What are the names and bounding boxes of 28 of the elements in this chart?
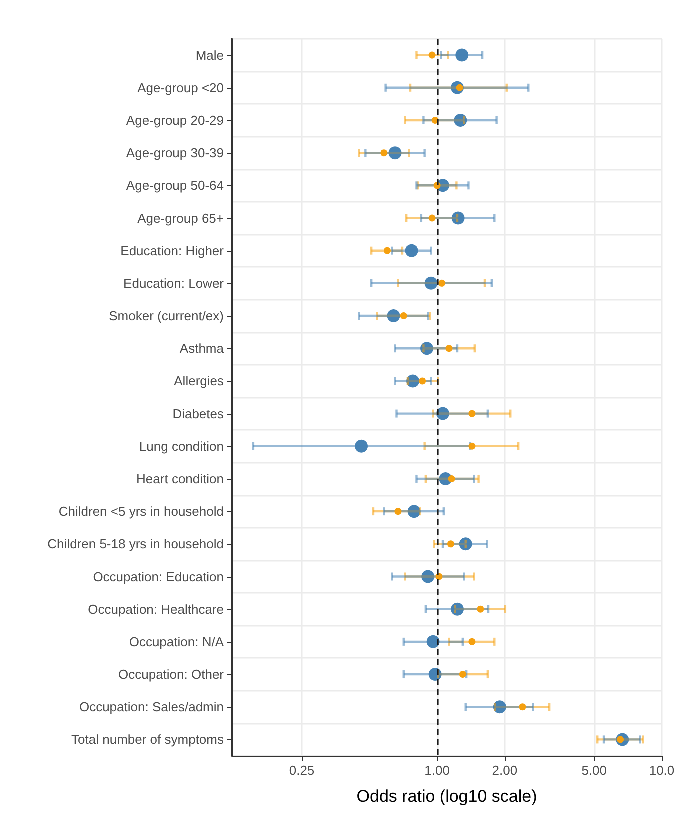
y-tick-label: Asthma xyxy=(180,341,225,356)
y-tick-label: Children <5 yrs in household xyxy=(58,504,224,520)
y-tick-label: Total number of symptoms xyxy=(72,732,224,748)
y-tick-label: Age-group 65+ xyxy=(138,210,224,226)
y-tick-label: Allergies xyxy=(174,374,224,389)
y-tick-label: Diabetes xyxy=(172,406,224,422)
y-tick-label: Age-group 30-39 xyxy=(126,146,224,161)
x-tick-label: 5.00 xyxy=(582,763,608,778)
y-tick-label: Occupation: Healthcare xyxy=(88,602,224,617)
y-tick-label: Children 5-18 yrs in household xyxy=(48,536,224,552)
y-tick-label: Education: Lower xyxy=(124,276,225,291)
x-tick-label: 0.25 xyxy=(289,763,315,778)
x-tick-label: 1.00 xyxy=(424,763,450,778)
y-tick-label: Education: Higher xyxy=(120,243,225,258)
y-tick-label: Occupation: Other xyxy=(118,667,225,682)
y-tick-label: Occupation: Sales/admin xyxy=(79,700,224,715)
y-tick-label: Occupation: N/A xyxy=(129,634,224,650)
x-tick-label: 10.0 xyxy=(649,763,675,778)
y-tick-label: Male xyxy=(196,48,224,63)
y-tick-label: Heart condition xyxy=(136,471,224,486)
x-axis-title: Odds ratio (log10 scale) xyxy=(356,787,538,806)
x-tick-label: 2.00 xyxy=(492,763,518,778)
y-tick-label: Smoker (current/ex) xyxy=(109,308,224,324)
y-tick-label: Age-group 50-64 xyxy=(126,178,224,194)
y-tick-label: Lung condition xyxy=(139,438,224,454)
y-tick-label: Age-group 20-29 xyxy=(126,112,224,128)
y-tick-label: Occupation: Education xyxy=(93,569,224,584)
y-tick-label: Age-group <20 xyxy=(138,80,224,96)
